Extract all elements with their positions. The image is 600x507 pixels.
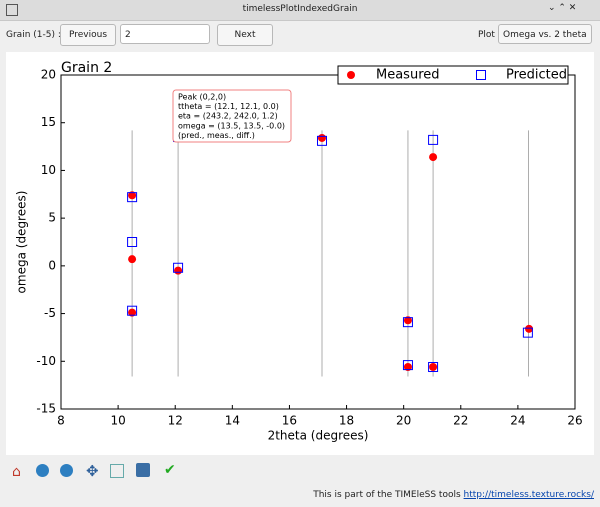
y-tick-label: 10	[41, 163, 56, 177]
measured-point	[174, 266, 183, 275]
save-icon[interactable]	[136, 463, 150, 477]
back-icon[interactable]	[36, 464, 49, 477]
annotation-line: omega = (13.5, 13.5, -0.0)	[178, 121, 285, 130]
measured-point	[429, 153, 438, 162]
x-tick-label: 10	[110, 414, 125, 428]
chart-title: Grain 2	[61, 60, 112, 76]
x-tick-label: 16	[282, 414, 297, 428]
measured-point	[128, 308, 137, 317]
footer-link[interactable]: http://timeless.texture.rocks/	[463, 490, 594, 500]
legend-box	[337, 65, 569, 85]
predicted-point	[127, 192, 138, 203]
title-bar: timelessPlotIndexedGrain ⌄ ⌃ ✕	[0, 0, 600, 21]
legend-marker	[347, 71, 355, 79]
footer-text: This is part of the TIMEleSS tools	[313, 490, 461, 500]
y-tick-label: -15	[36, 402, 56, 416]
footer: This is part of the TIMEleSS tools http:…	[313, 490, 594, 500]
y-tick-label: 15	[41, 115, 56, 129]
y-tick-label: 0	[48, 258, 56, 272]
app-icon	[6, 4, 18, 16]
annotation-line: eta = (243.2, 242.0, 1.2)	[178, 112, 278, 121]
legend-label: Measured	[376, 68, 440, 83]
measured-point	[403, 363, 412, 372]
annotation-line: (pred., meas., diff.)	[178, 131, 255, 140]
grain-label: Grain (1-5) :	[6, 30, 61, 40]
y-tick-label: 20	[41, 68, 56, 82]
predicted-point	[316, 135, 327, 146]
x-tick-label: 26	[567, 414, 582, 428]
zoom-icon[interactable]	[110, 464, 124, 478]
predicted-point	[173, 262, 184, 273]
predicted-point	[428, 362, 439, 373]
chart: Grain 2 2theta (degrees) omega (degrees)…	[6, 52, 594, 455]
x-tick-label: 18	[339, 414, 354, 428]
measured-point	[128, 191, 137, 200]
y-axis-label: omega (degrees)	[15, 191, 29, 294]
x-tick-label: 8	[57, 414, 65, 428]
plot-choice: Omega vs. 2 theta	[503, 30, 587, 40]
plot-frame	[60, 74, 576, 410]
nav-toolbar: ⌂ ✥ ✔	[10, 462, 180, 482]
x-tick-label: 24	[510, 414, 525, 428]
measured-point	[403, 316, 412, 325]
window-title: timelessPlotIndexedGrain	[242, 4, 358, 14]
measured-point	[128, 255, 137, 264]
legend-marker	[476, 70, 486, 80]
window-controls[interactable]: ⌄ ⌃ ✕	[548, 3, 577, 13]
x-tick-label: 22	[453, 414, 468, 428]
plot-select[interactable]: Omega vs. 2 theta ⌄	[498, 24, 592, 60]
predicted-point	[402, 317, 413, 328]
x-tick-label: 12	[168, 414, 183, 428]
predicted-point	[428, 134, 439, 145]
forward-icon[interactable]	[60, 464, 73, 477]
measured-point	[525, 324, 534, 333]
edit-icon[interactable]: ✔	[164, 462, 176, 478]
y-tick-label: -10	[36, 354, 56, 368]
predicted-point	[402, 360, 413, 371]
x-tick-label: 14	[225, 414, 240, 428]
predicted-point	[127, 237, 138, 247]
y-tick-label: -5	[44, 306, 56, 320]
annotation-box	[172, 89, 292, 143]
annotation-line: ttheta = (12.1, 12.1, 0.0)	[178, 102, 279, 111]
previous-button[interactable]: Previous	[60, 24, 116, 46]
x-tick-label: 20	[396, 414, 411, 428]
legend-label: Predicted	[506, 68, 567, 83]
home-icon[interactable]: ⌂	[12, 464, 21, 480]
measured-point	[317, 133, 326, 142]
measured-point	[429, 363, 438, 372]
grain-input[interactable]: 2	[120, 24, 210, 44]
y-tick-label: 5	[48, 211, 56, 225]
next-button[interactable]: Next	[217, 24, 273, 46]
predicted-point	[522, 327, 533, 338]
predicted-point	[127, 305, 138, 316]
pan-icon[interactable]: ✥	[86, 462, 99, 480]
annotation-line: Peak (0,2,0)	[178, 93, 226, 102]
x-axis-label: 2theta (degrees)	[268, 429, 369, 443]
plot-label: Plot	[478, 30, 495, 40]
